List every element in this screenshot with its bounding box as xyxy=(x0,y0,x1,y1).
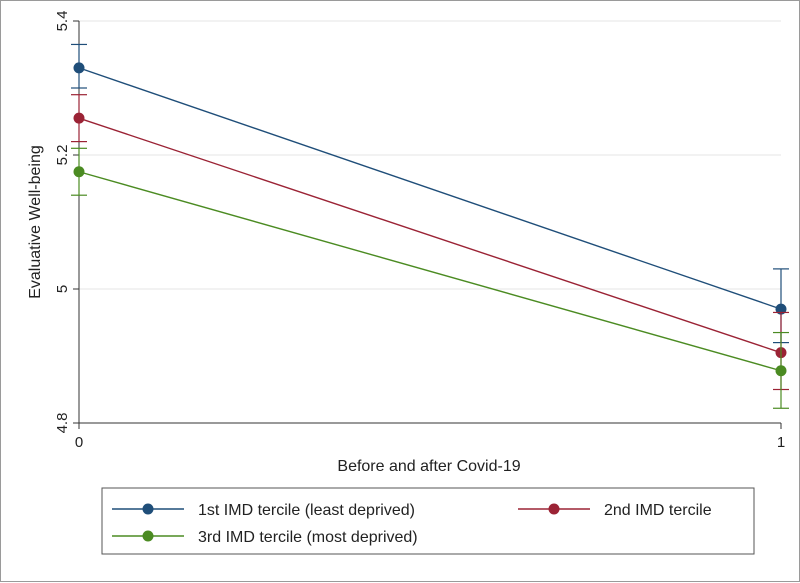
legend-box xyxy=(101,487,755,555)
y-tick-label: 5 xyxy=(54,285,71,293)
legend-label: 1st IMD tercile (least deprived) xyxy=(198,502,415,519)
y-axis-ticks: 4.8 5 5.2 5.4 xyxy=(54,11,79,434)
series-line xyxy=(78,117,782,354)
series-line xyxy=(78,171,782,372)
legend-marker xyxy=(142,503,154,515)
series-group xyxy=(71,43,789,409)
x-axis-title: Before and after Covid-19 xyxy=(337,458,520,475)
data-point xyxy=(73,112,85,124)
legend-marker xyxy=(142,530,154,542)
legend-label: 2nd IMD tercile xyxy=(604,502,712,519)
data-point xyxy=(73,166,85,178)
legend-label: 3rd IMD tercile (most deprived) xyxy=(198,529,418,546)
y-tick-label: 5.4 xyxy=(54,11,71,32)
legend-item-2: 2nd IMD tercile xyxy=(518,502,712,519)
legend: 1st IMD tercile (least deprived) 2nd IMD … xyxy=(112,502,712,546)
legend-marker xyxy=(548,503,560,515)
legend-item-3: 3rd IMD tercile (most deprived) xyxy=(112,529,418,546)
data-point xyxy=(73,62,85,74)
data-point xyxy=(775,365,787,377)
series-line xyxy=(78,67,782,310)
x-tick-label: 0 xyxy=(75,434,83,451)
y-axis-title: Evaluative Well-being xyxy=(27,145,44,299)
series-3 xyxy=(71,147,789,409)
plot-area xyxy=(79,21,781,423)
gridlines xyxy=(79,20,781,290)
x-tick-label: 1 xyxy=(777,434,785,451)
y-tick-label: 4.8 xyxy=(54,413,71,434)
y-tick-label: 5.2 xyxy=(54,145,71,166)
series-1 xyxy=(71,43,789,344)
legend-item-1: 1st IMD tercile (least deprived) xyxy=(112,502,415,519)
